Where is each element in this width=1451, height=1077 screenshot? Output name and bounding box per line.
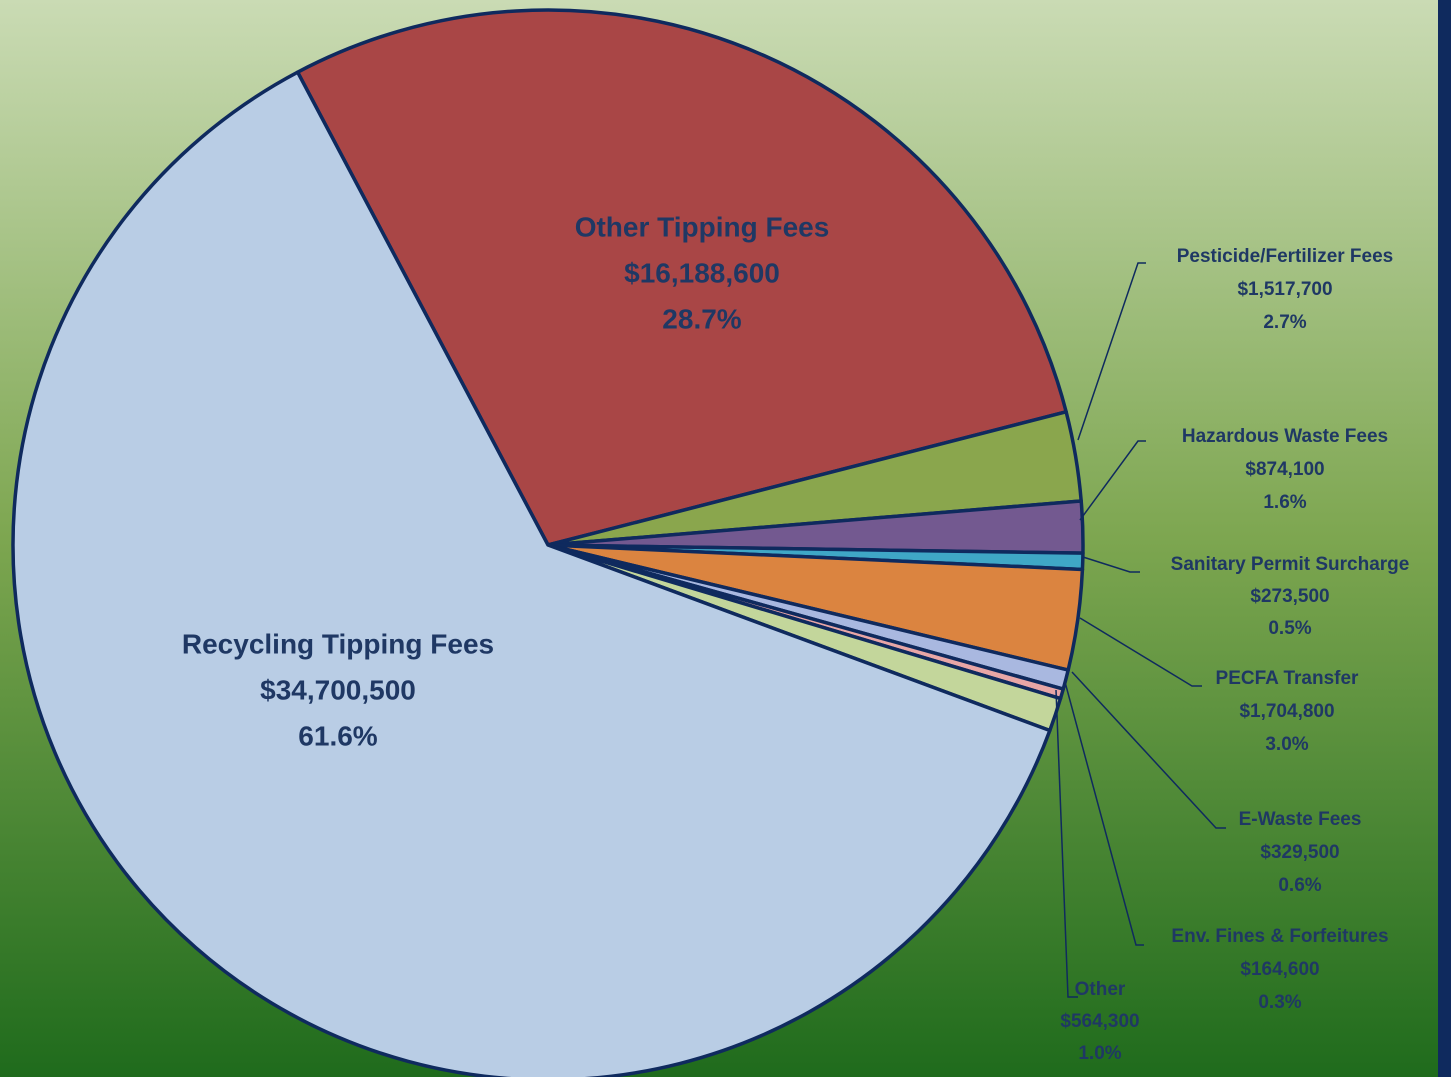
leader-line xyxy=(1055,689,1078,998)
pie-slice xyxy=(295,8,1068,547)
slice-share: 0.3% xyxy=(1258,992,1301,1013)
frame-edge xyxy=(1438,0,1451,1077)
slice-share: 1.0% xyxy=(1078,1043,1121,1064)
slice-name: Hazardous Waste Fees xyxy=(1182,426,1388,447)
slice-value: $16,188,600 xyxy=(624,257,780,288)
slice-value: $1,517,700 xyxy=(1237,279,1332,300)
slice-name: Recycling Tipping Fees xyxy=(182,628,494,659)
slice-name: Env. Fines & Forfeitures xyxy=(1171,926,1388,947)
slice-share: 28.7% xyxy=(662,303,741,334)
slice-value: $34,700,500 xyxy=(260,674,416,705)
slice-value: $164,600 xyxy=(1240,959,1319,980)
slice-value: $273,500 xyxy=(1250,586,1329,607)
leader-line xyxy=(1082,556,1140,573)
leader-line xyxy=(1079,617,1202,687)
leader-line xyxy=(1079,440,1146,521)
leader-line xyxy=(1071,671,1226,829)
leader-line xyxy=(1077,262,1146,441)
slice-value: $1,704,800 xyxy=(1239,701,1334,722)
slice-value: $874,100 xyxy=(1245,459,1324,480)
slice-share: 3.0% xyxy=(1265,734,1308,755)
labels: Other Tipping Fees $16,188,600 28.7% Pestic… xyxy=(182,211,1409,1064)
slice-name: Sanitary Permit Surcharge xyxy=(1171,554,1410,575)
slice-share: 2.7% xyxy=(1263,312,1306,333)
slice-share: 0.5% xyxy=(1268,618,1311,639)
slice-name: Other Tipping Fees xyxy=(575,211,830,242)
slice-share: 61.6% xyxy=(298,720,377,751)
pie-slice xyxy=(11,70,1052,1077)
slices xyxy=(11,8,1085,1077)
slice-name: Pesticide/Fertilizer Fees xyxy=(1177,246,1394,267)
slice-name: Other xyxy=(1075,979,1126,1000)
leaders xyxy=(1055,262,1226,998)
slice-value: $564,300 xyxy=(1060,1011,1139,1032)
slice-name: E-Waste Fees xyxy=(1239,809,1362,830)
slice-value: $329,500 xyxy=(1260,842,1339,863)
slice-name: PECFA Transfer xyxy=(1216,668,1360,689)
leader-line xyxy=(1064,681,1144,946)
slice-share: 0.6% xyxy=(1278,875,1321,896)
slice-share: 1.6% xyxy=(1263,492,1306,513)
